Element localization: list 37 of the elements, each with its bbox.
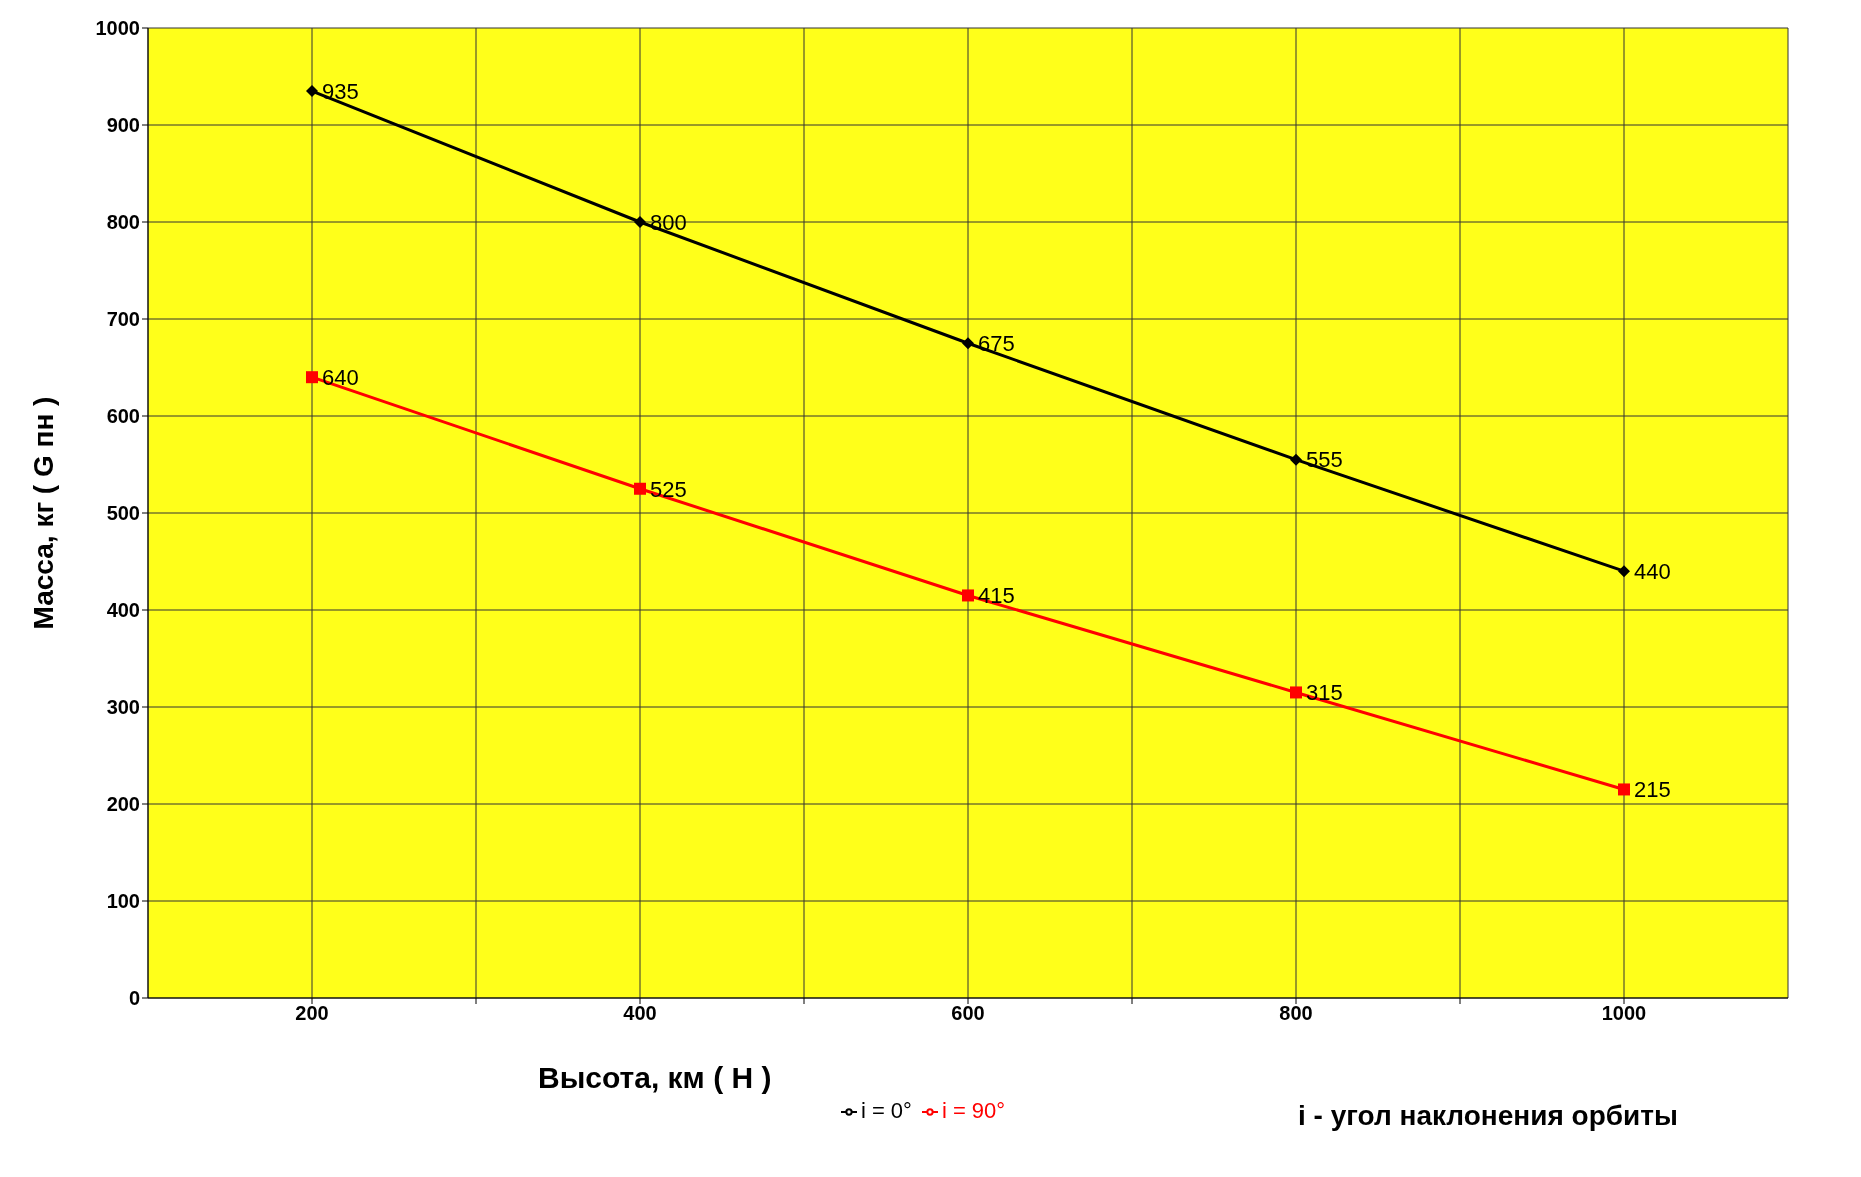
y-tick-label: 500 [106, 502, 140, 525]
point [306, 371, 318, 384]
x-tick-label: 800 [1279, 1002, 1313, 1025]
x-axis-title: Высота, км ( H ) [538, 1061, 772, 1094]
y-tick-label: 600 [106, 405, 140, 428]
y-tick-label: 400 [106, 599, 140, 622]
y-tick-label: 200 [106, 793, 140, 816]
y-tick-label: 300 [106, 696, 140, 719]
y-tick-label: 1000 [95, 17, 140, 40]
data-label: 440 [1634, 559, 1671, 585]
point [962, 589, 974, 602]
data-label: 315 [1306, 680, 1343, 706]
point [962, 337, 974, 350]
legend-label: i = 90° [941, 1098, 1006, 1123]
data-label: 640 [322, 365, 359, 391]
x-tick-label: 1000 [1601, 1002, 1647, 1025]
text: i - угол наклонения орбиты [1298, 1100, 1678, 1132]
point [1618, 783, 1630, 796]
data-label: 415 [978, 583, 1015, 609]
point [634, 216, 646, 228]
data-label: 525 [650, 476, 687, 502]
x-tick-label: 600 [951, 1002, 985, 1025]
point [1618, 565, 1630, 578]
point [306, 85, 318, 98]
y-tick-label: 100 [106, 890, 140, 913]
x-tick-label: 200 [295, 1002, 329, 1025]
point [634, 482, 646, 495]
legend-label: i = 0° [860, 1098, 912, 1123]
y-tick-label: 700 [106, 308, 140, 331]
y-tick-label: 800 [106, 211, 140, 234]
point [1290, 453, 1302, 466]
x-tick-label: 400 [623, 1002, 657, 1025]
y-tick-label: 900 [106, 114, 140, 137]
y-tick-label: 0 [128, 987, 140, 1010]
y-axis-title: Масса, кг ( G пн ) [27, 396, 59, 630]
point [1290, 686, 1302, 699]
data-label: 215 [1634, 777, 1671, 803]
